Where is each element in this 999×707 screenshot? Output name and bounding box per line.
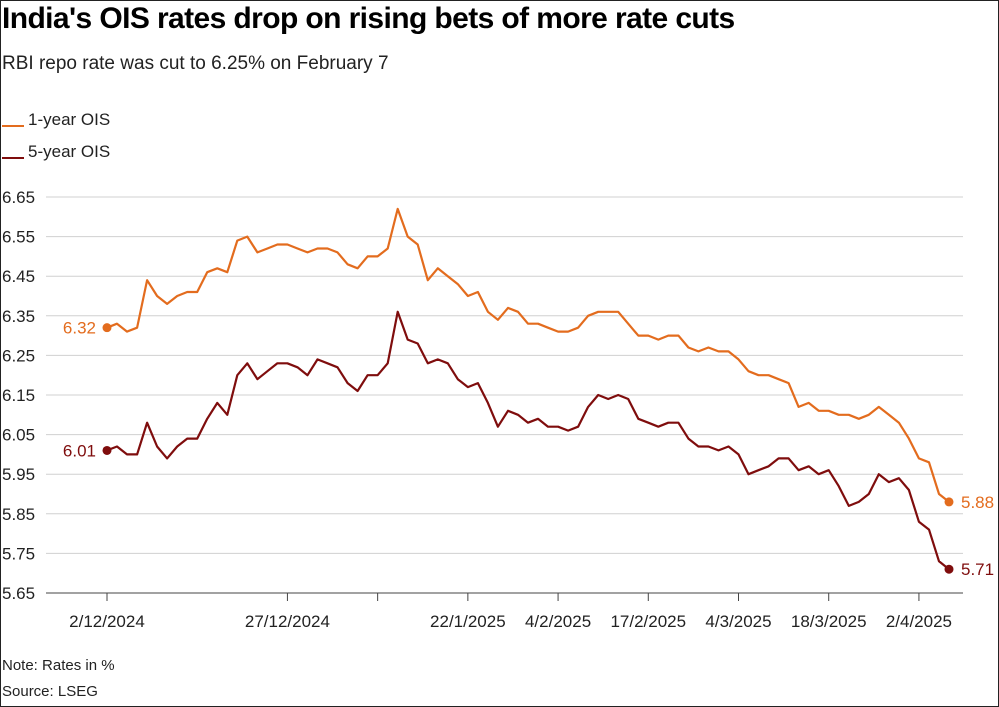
x-tick-label: 27/12/2024 xyxy=(245,612,330,631)
x-tick-label: 18/3/2025 xyxy=(791,612,867,631)
legend-label-5-year: 5-year OIS xyxy=(28,142,111,161)
series-line-1-year xyxy=(106,207,950,503)
y-tick-label: 6.25 xyxy=(2,346,35,365)
start-label-1-year: 6.32 xyxy=(63,319,96,338)
series-line-5-year xyxy=(106,310,950,571)
end-point-1-year xyxy=(944,497,954,507)
x-tick-label: 4/2/2025 xyxy=(525,612,591,631)
y-tick-label: 6.35 xyxy=(2,307,35,326)
start-label-5-year: 6.01 xyxy=(63,441,96,460)
end-label-5-year: 5.71 xyxy=(961,560,994,579)
start-point-1-year xyxy=(102,323,112,333)
chart-title: India's OIS rates drop on rising bets of… xyxy=(2,2,735,35)
chart-subtitle: RBI repo rate was cut to 6.25% on Februa… xyxy=(2,53,389,74)
legend-item-1-year-ois: 1-year OIS xyxy=(2,110,110,130)
y-tick-label: 5.75 xyxy=(2,544,35,563)
x-tick-label: 2/12/2024 xyxy=(69,612,145,631)
y-tick-label: 6.65 xyxy=(2,188,35,207)
x-tick-label: 22/1/2025 xyxy=(430,612,506,631)
y-tick-label: 6.05 xyxy=(2,426,35,445)
y-tick-label: 5.95 xyxy=(2,465,35,484)
end-label-1-year: 5.88 xyxy=(961,493,994,512)
legend-label-1-year: 1-year OIS xyxy=(28,110,111,129)
legend-swatch-1-year xyxy=(2,125,24,127)
y-tick-label: 6.55 xyxy=(2,228,35,247)
y-tick-label: 6.15 xyxy=(2,386,35,405)
chart-note: Note: Rates in % xyxy=(2,657,115,674)
x-tick-label: 4/3/2025 xyxy=(705,612,771,631)
y-tick-label: 5.65 xyxy=(2,584,35,603)
y-tick-label: 5.85 xyxy=(2,505,35,524)
start-point-5-year xyxy=(102,445,112,455)
y-tick-label: 6.45 xyxy=(2,267,35,286)
x-tick-label: 2/4/2025 xyxy=(886,612,952,631)
x-tick-label: 17/2/2025 xyxy=(610,612,686,631)
legend-swatch-5-year xyxy=(2,157,24,159)
end-point-5-year xyxy=(944,564,954,574)
legend-item-5-year-ois: 5-year OIS xyxy=(2,142,110,162)
chart-source: Source: LSEG xyxy=(2,683,98,700)
